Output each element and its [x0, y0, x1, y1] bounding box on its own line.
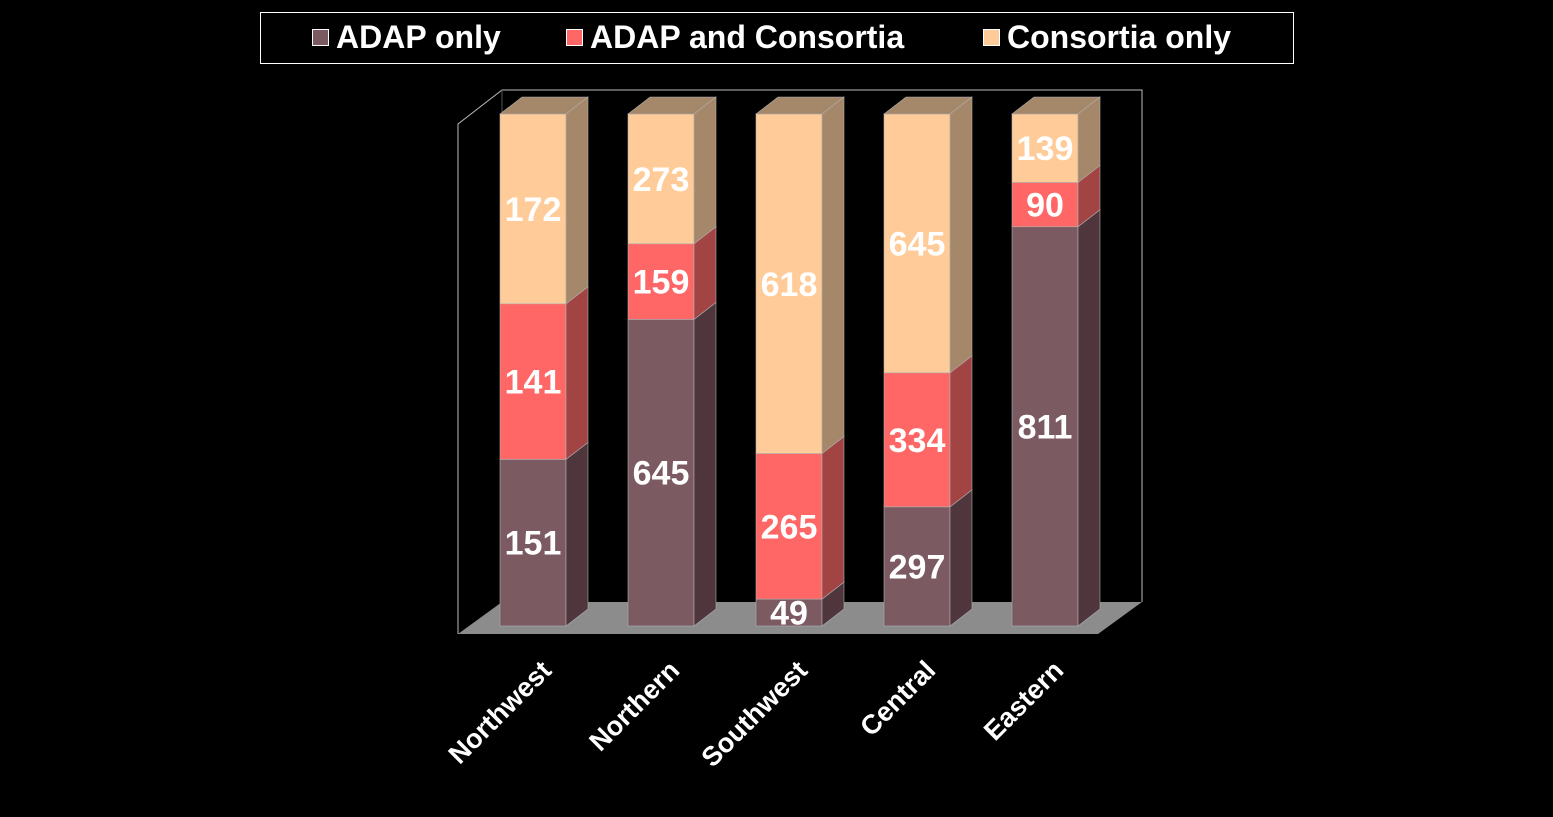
legend-swatch-adap-and-consortia	[566, 29, 583, 46]
data-label-eastern-adap-and-consortia: 90	[1026, 187, 1064, 225]
bar-northwest-adap-and-consortia-side	[565, 286, 589, 460]
data-label-southwest-adap-only: 49	[770, 595, 808, 633]
bar-central-adap-and-consortia	[883, 372, 951, 508]
x-tick-label-central: Central	[854, 655, 941, 742]
bar-eastern-adap-only-side	[1077, 209, 1101, 627]
bar-stack-central: 297 334 645	[883, 96, 973, 627]
data-label-northwest-adap-only: 151	[505, 525, 562, 563]
bar-eastern-adap-and-consortia	[1011, 182, 1079, 228]
legend: ADAP only ADAP and Consortia Consortia onl…	[260, 12, 1294, 64]
x-tick-label-eastern: Eastern	[978, 655, 1069, 746]
data-label-central-adap-only: 297	[889, 548, 946, 586]
data-label-northwest-consortia-only: 172	[505, 191, 562, 229]
data-label-eastern-consortia-only: 139	[1017, 130, 1074, 168]
bar-stack-eastern: 811 90 139	[1011, 96, 1101, 627]
bar-northern-consortia-only-side	[693, 96, 717, 245]
bar-central-consortia-only	[883, 113, 951, 374]
bar-central-consortia-only-top	[883, 96, 973, 115]
bar-northern-consortia-only	[627, 113, 695, 245]
bar-stack-northwest: 151 141 172	[499, 96, 589, 627]
bar-southwest-consortia-only-top	[755, 96, 845, 115]
bar-northwest-consortia-only-side	[565, 96, 589, 305]
legend-label-consortia-only: Consortia only	[1007, 19, 1231, 55]
data-label-northern-consortia-only: 273	[633, 161, 690, 199]
bar-northwest-adap-only	[499, 459, 567, 627]
legend-swatch-adap-only	[312, 29, 329, 46]
bar-southwest-adap-and-consortia-side	[821, 435, 845, 600]
data-label-southwest-adap-and-consortia: 265	[761, 508, 818, 546]
bar-southwest-consortia-only-side	[821, 96, 845, 455]
bar-eastern-consortia-only-top	[1011, 96, 1101, 115]
x-axis-labels: Northwest Northern Southwest Central Eastern	[443, 655, 1070, 773]
data-label-northern-adap-only: 645	[633, 455, 690, 493]
legend-label-adap-only: ADAP only	[336, 19, 501, 55]
bar-central-consortia-only-side	[949, 96, 973, 374]
bar-stack-northern: 645 159 273	[627, 96, 717, 627]
legend-box	[260, 12, 1294, 64]
bar-stack-southwest: 49 265 618	[755, 96, 845, 633]
bar-southwest-consortia-only	[755, 113, 823, 454]
bar-northwest-adap-only-side	[565, 441, 589, 627]
x-tick-label-northwest: Northwest	[443, 655, 558, 770]
data-label-central-consortia-only: 645	[889, 225, 946, 263]
bar-southwest-adap-and-consortia	[755, 453, 823, 600]
bar-northwest-adap-and-consortia	[499, 303, 567, 460]
data-label-central-adap-and-consortia: 334	[889, 422, 946, 460]
bar-central-adap-only-side	[949, 489, 973, 627]
x-tick-label-northern: Northern	[583, 655, 685, 757]
data-label-northwest-adap-and-consortia: 141	[505, 364, 562, 402]
bar-northwest-consortia-only-top	[499, 96, 589, 115]
data-label-eastern-adap-only: 811	[1018, 408, 1073, 446]
bar-northern-adap-only-side	[693, 301, 717, 627]
x-tick-label-southwest: Southwest	[695, 655, 813, 773]
bar-southwest-adap-only	[755, 598, 823, 627]
bar-central-adap-and-consortia-side	[949, 355, 973, 508]
data-label-northern-adap-and-consortia: 159	[633, 264, 690, 302]
bar-eastern-adap-only	[1011, 226, 1079, 627]
legend-swatch-consortia-only	[983, 29, 1000, 46]
bars: 151 141 172 645 159 273 49 265 618 297 334 645 811 90…	[499, 96, 1101, 633]
bar-northern-consortia-only-top	[627, 96, 717, 115]
data-label-southwest-consortia-only: 618	[761, 266, 818, 304]
legend-label-adap-and-consortia: ADAP and Consortia	[590, 19, 904, 55]
